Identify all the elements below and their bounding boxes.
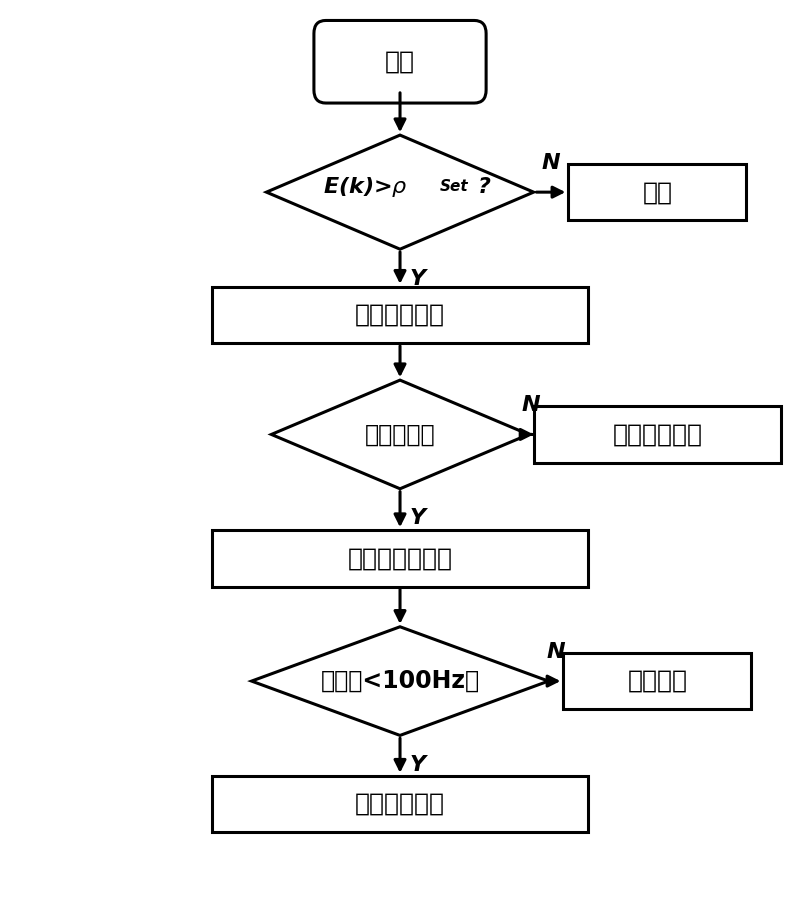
FancyBboxPatch shape bbox=[313, 21, 486, 103]
Text: Set: Set bbox=[439, 179, 468, 194]
Bar bbox=[212, 530, 587, 587]
Text: Y: Y bbox=[410, 508, 426, 528]
Text: 开始: 开始 bbox=[385, 50, 414, 74]
Text: N: N bbox=[541, 153, 560, 173]
Polygon shape bbox=[271, 380, 528, 489]
Text: 主频率<100Hz？: 主频率<100Hz？ bbox=[320, 669, 479, 693]
Text: 开关动作？: 开关动作？ bbox=[365, 422, 434, 447]
Text: 单相接地故障: 单相接地故障 bbox=[612, 422, 702, 447]
Text: Y: Y bbox=[410, 755, 426, 775]
Text: 单相接地故障: 单相接地故障 bbox=[355, 792, 445, 816]
Polygon shape bbox=[251, 627, 548, 735]
Text: 返回: 返回 bbox=[642, 180, 671, 204]
Bar bbox=[568, 163, 745, 221]
Bar bbox=[212, 775, 587, 832]
Text: 开关状态信息: 开关状态信息 bbox=[355, 303, 445, 327]
Bar bbox=[212, 287, 587, 343]
Polygon shape bbox=[266, 135, 533, 249]
Text: N: N bbox=[521, 395, 540, 415]
Text: N: N bbox=[546, 642, 565, 662]
Text: 开关动作: 开关动作 bbox=[626, 669, 687, 693]
Text: Y: Y bbox=[410, 269, 426, 289]
Text: E(k)>$\rho$: E(k)>$\rho$ bbox=[323, 174, 407, 199]
Text: ?: ? bbox=[477, 177, 490, 197]
Bar bbox=[563, 653, 751, 709]
Text: 零序电流功率谱: 零序电流功率谱 bbox=[347, 547, 452, 570]
Bar bbox=[533, 406, 780, 463]
